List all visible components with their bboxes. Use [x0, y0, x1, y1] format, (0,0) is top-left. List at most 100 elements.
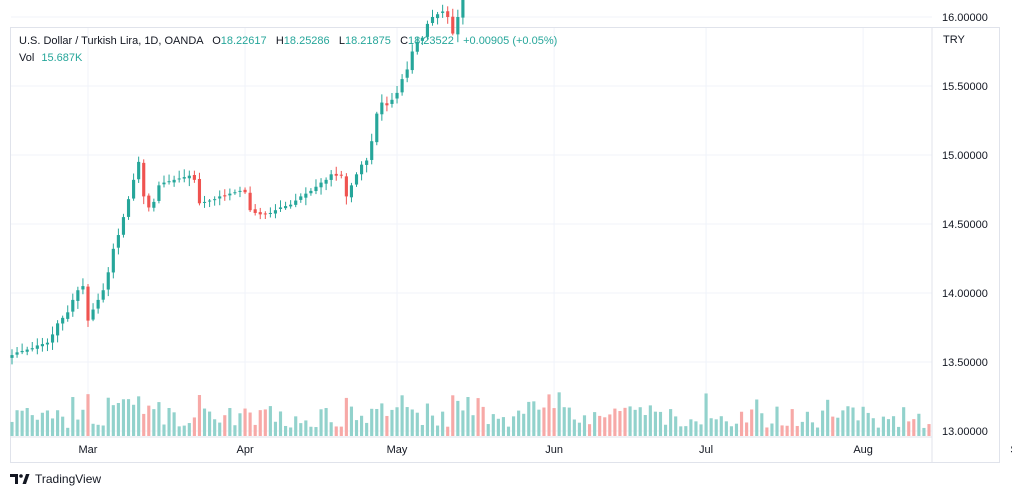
volume-bar	[390, 409, 394, 436]
volume-bar	[821, 410, 825, 436]
volume-bar	[466, 397, 470, 436]
volume-bar	[542, 407, 546, 436]
candle-body	[278, 207, 283, 209]
volume-bar	[674, 416, 678, 436]
volume-bar	[501, 417, 506, 436]
candle-body	[152, 201, 156, 208]
candle-body	[76, 290, 80, 301]
candle-body	[142, 162, 146, 197]
candle-body	[263, 213, 267, 215]
volume-bar	[800, 421, 804, 436]
volume-value: 15.687K	[41, 52, 83, 64]
candle-body	[289, 204, 293, 207]
candle-body	[233, 192, 237, 194]
volume-bar	[506, 426, 511, 436]
volume-bar	[157, 402, 161, 436]
candle-body	[360, 164, 364, 175]
volume-bar	[891, 416, 896, 436]
volume-bar	[218, 422, 222, 436]
candle-body	[410, 51, 414, 71]
candle-body	[319, 182, 323, 188]
candle-body	[344, 176, 348, 197]
high-value: 18.25286	[283, 35, 330, 47]
close-value: 18.23522	[408, 35, 454, 47]
volume-bar	[441, 411, 445, 436]
volume-bar	[435, 425, 440, 436]
candle-body	[243, 189, 247, 193]
volume-bar	[562, 407, 566, 436]
candle-body	[10, 355, 14, 358]
volume-bar	[56, 410, 60, 436]
y-tick-label: 13.00000	[942, 426, 988, 438]
volume-bar	[451, 395, 455, 436]
volume-bar	[10, 421, 14, 436]
volume-bar	[522, 413, 526, 436]
volume-bar	[289, 427, 293, 436]
candle-body	[35, 345, 39, 349]
volume-bar	[638, 407, 642, 436]
chart-frame	[10, 27, 1000, 463]
candle-body	[101, 290, 105, 300]
volume-bar	[709, 418, 713, 436]
volume-bar	[866, 412, 870, 436]
volume-bar	[618, 411, 622, 436]
candle-body	[147, 195, 151, 208]
volume-bar	[765, 427, 769, 436]
volume-bar	[329, 422, 333, 436]
volume-bar	[471, 415, 475, 436]
volume-bar	[643, 415, 647, 436]
candle-body	[329, 174, 333, 180]
volume-bar	[86, 394, 90, 436]
candle-body	[121, 217, 126, 235]
volume-bar	[116, 403, 120, 436]
candle-body	[81, 286, 85, 290]
candle-body	[461, 0, 465, 18]
candle-body	[370, 141, 374, 160]
x-tick-label: Apr	[236, 444, 253, 456]
volume-bar	[299, 423, 303, 436]
x-tick-label: May	[387, 444, 408, 456]
volume-bar	[349, 406, 354, 436]
volume-bar	[653, 411, 657, 436]
symbol-label: U.S. Dollar / Turkish Lira, 1D, OANDA	[19, 35, 203, 47]
volume-bar	[663, 424, 668, 436]
candle-body	[177, 178, 181, 180]
y-tick-label: 14.00000	[942, 288, 988, 300]
volume-bar	[385, 415, 389, 436]
volume-bar	[547, 394, 551, 436]
low-value: 18.21875	[344, 35, 391, 47]
candle-body	[45, 342, 50, 345]
volume-legend: Vol 15.687K	[19, 52, 82, 64]
volume-bar	[344, 397, 348, 436]
candle-body	[430, 17, 435, 24]
x-tick-label: Jun	[545, 444, 563, 456]
volume-bar	[846, 406, 850, 436]
volume-bar	[861, 406, 865, 436]
candle-body	[106, 272, 110, 290]
candle-body	[309, 190, 313, 194]
volume-bar	[425, 403, 430, 436]
volume-bar	[273, 421, 278, 436]
volume-bar	[354, 420, 359, 436]
volume-bar	[684, 426, 688, 436]
volume-bar	[319, 409, 323, 436]
tradingview-brand[interactable]: TradingView	[10, 472, 101, 486]
volume-bar	[699, 424, 703, 436]
volume-bar	[360, 415, 364, 436]
volume-bar	[430, 415, 435, 436]
volume-bar	[309, 426, 313, 436]
volume-bar	[81, 409, 85, 436]
volume-bar	[552, 408, 556, 436]
volume-bar	[871, 418, 875, 436]
volume-bar	[795, 425, 799, 436]
candle-body	[456, 17, 460, 35]
volume-bar	[395, 407, 399, 436]
volume-bar	[167, 408, 171, 436]
volume-bar	[603, 417, 607, 436]
volume-bar	[897, 426, 901, 436]
brand-name: TradingView	[35, 472, 102, 486]
volume-bar	[517, 410, 521, 436]
candle-body	[187, 175, 191, 179]
candle-body	[116, 235, 120, 248]
